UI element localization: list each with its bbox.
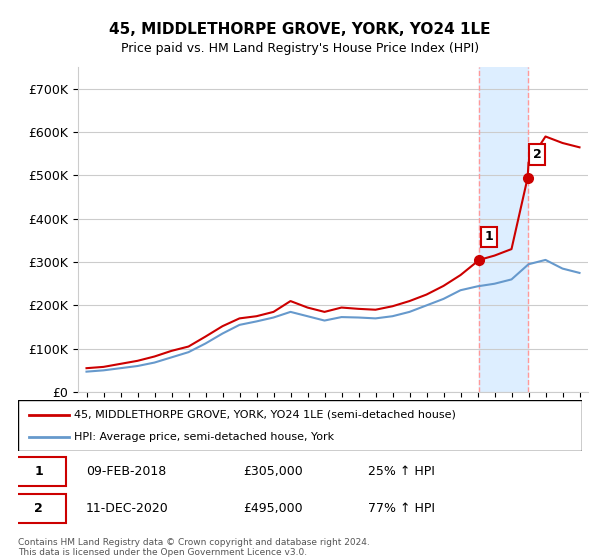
- Text: 2: 2: [34, 502, 43, 515]
- Text: 1: 1: [484, 230, 493, 244]
- Text: 45, MIDDLETHORPE GROVE, YORK, YO24 1LE: 45, MIDDLETHORPE GROVE, YORK, YO24 1LE: [109, 22, 491, 38]
- Text: 1: 1: [34, 465, 43, 478]
- Text: Contains HM Land Registry data © Crown copyright and database right 2024.
This d: Contains HM Land Registry data © Crown c…: [18, 538, 370, 557]
- Text: Price paid vs. HM Land Registry's House Price Index (HPI): Price paid vs. HM Land Registry's House …: [121, 42, 479, 55]
- Text: 09-FEB-2018: 09-FEB-2018: [86, 465, 166, 478]
- Text: 45, MIDDLETHORPE GROVE, YORK, YO24 1LE (semi-detached house): 45, MIDDLETHORPE GROVE, YORK, YO24 1LE (…: [74, 409, 456, 419]
- FancyBboxPatch shape: [13, 494, 66, 523]
- Text: 11-DEC-2020: 11-DEC-2020: [86, 502, 169, 515]
- Text: £305,000: £305,000: [244, 465, 304, 478]
- Text: 25% ↑ HPI: 25% ↑ HPI: [368, 465, 434, 478]
- Bar: [479, 67, 527, 392]
- Text: HPI: Average price, semi-detached house, York: HPI: Average price, semi-detached house,…: [74, 432, 335, 442]
- Text: 2: 2: [533, 148, 542, 161]
- FancyBboxPatch shape: [13, 457, 66, 486]
- FancyBboxPatch shape: [18, 400, 582, 451]
- Text: 77% ↑ HPI: 77% ↑ HPI: [368, 502, 434, 515]
- Text: £495,000: £495,000: [244, 502, 303, 515]
